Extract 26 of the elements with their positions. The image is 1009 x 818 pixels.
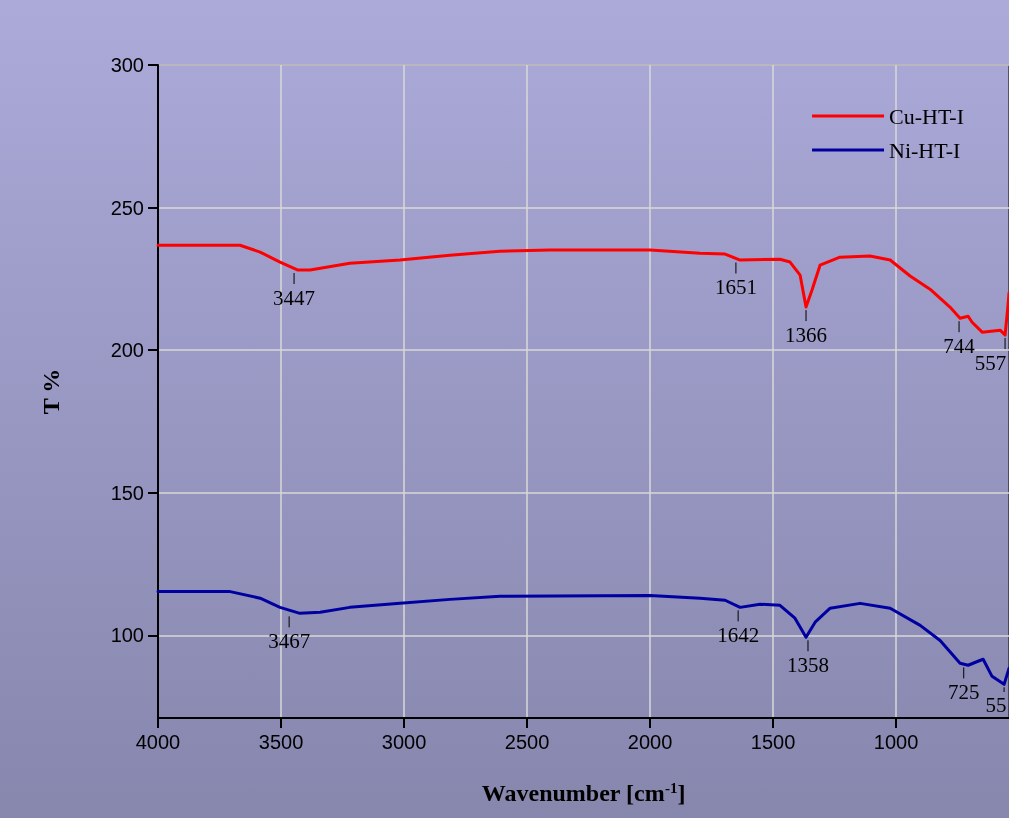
annotation: 1651 [714,274,757,299]
y-tick-label: 250 [110,196,144,219]
x-tick-label: 3000 [381,731,427,753]
annotation: 557 [974,350,1007,375]
x-tick-label: 2500 [504,731,550,753]
legend-label: Cu-HT-I [889,103,965,129]
annotation: 3467 [268,628,311,653]
annotation: 744 [943,333,976,358]
legend-label: Ni-HT-I [889,137,961,163]
annotation: 725 [947,679,980,704]
x-tick-label: 3500 [258,731,304,753]
y-tick-label: 300 [110,54,144,76]
x-tick-label: 4000 [135,731,181,753]
x-tick-label: 1500 [750,731,796,753]
annotation: 55 [985,692,1007,717]
annotation: 3447 [273,285,316,310]
x-tick-label: 1000 [873,731,919,753]
y-tick-label: 100 [110,624,144,647]
y-tick-label: 150 [110,481,144,504]
annotation: 1366 [785,322,828,347]
y-tick-label: 200 [110,339,144,362]
x-tick-label: 2000 [627,731,673,753]
annotation: 1642 [717,622,760,647]
y-axis-title: T % [38,368,64,415]
annotation: 1358 [787,652,829,677]
line-series [156,589,1009,686]
